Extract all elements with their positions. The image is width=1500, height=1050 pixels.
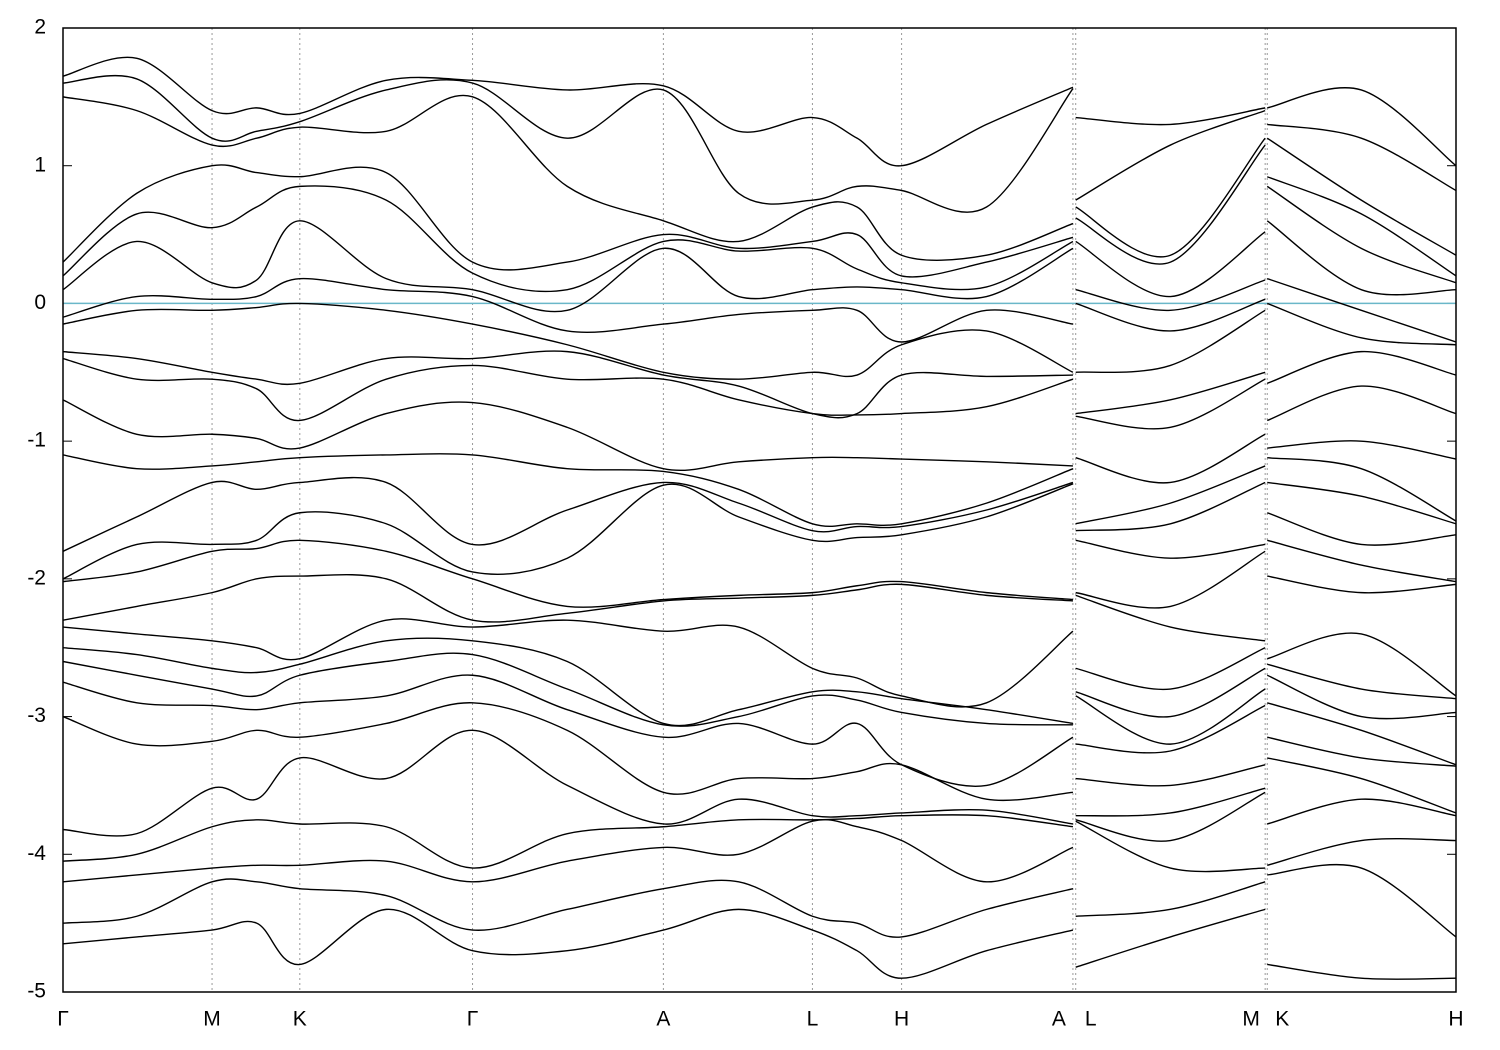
plot-frame [62, 27, 1457, 993]
band-line [63, 574, 1456, 642]
band-line [63, 302, 1456, 380]
band-line [63, 357, 1456, 430]
x-tick-label: K [1275, 1008, 1289, 1031]
x-tick-label: M [203, 1008, 221, 1031]
x-tick-label: A [656, 1008, 670, 1031]
band-line [63, 652, 1456, 745]
y-tick-label: -5 [27, 980, 46, 1003]
x-tick-label: Γ [467, 1008, 479, 1031]
band-line [63, 185, 1456, 298]
band-line [63, 618, 1456, 708]
y-tick-label: -1 [27, 429, 46, 452]
band-line [63, 863, 1456, 938]
band-line [63, 908, 1456, 980]
x-tick-label: K [293, 1008, 307, 1031]
band-line [63, 674, 1456, 787]
x-tick-label: A [1052, 1008, 1066, 1031]
band-line [63, 539, 1456, 609]
band-line [63, 277, 1456, 343]
band-line [63, 94, 1456, 261]
band-line [63, 74, 1456, 213]
band-line [63, 144, 1456, 278]
y-tick-label: 1 [34, 153, 46, 176]
x-tick-label: H [894, 1008, 909, 1031]
band-line [63, 399, 1456, 484]
y-tick-label: 0 [34, 291, 46, 314]
y-tick-label: -4 [27, 842, 46, 865]
x-tick-label: M [1242, 1008, 1260, 1031]
x-tick-label: H [1448, 1008, 1463, 1031]
y-tick-label: -2 [27, 566, 46, 589]
band-line [63, 483, 1456, 580]
band-line [63, 350, 1456, 419]
band-line [63, 791, 1456, 869]
y-tick-label: -3 [27, 704, 46, 727]
x-tick-label: L [807, 1008, 819, 1031]
bands [63, 56, 1456, 980]
y-tick-label: 2 [34, 16, 46, 39]
x-tick-label: L [1085, 1008, 1097, 1031]
band-line [63, 56, 1456, 167]
band-line [63, 729, 1456, 837]
band-line [63, 702, 1456, 802]
band-line [63, 220, 1456, 313]
band-line [63, 819, 1456, 883]
band-line [63, 637, 1456, 727]
band-line [63, 453, 1456, 527]
x-tick-label: Γ [57, 1008, 69, 1031]
band-line [63, 476, 1456, 552]
